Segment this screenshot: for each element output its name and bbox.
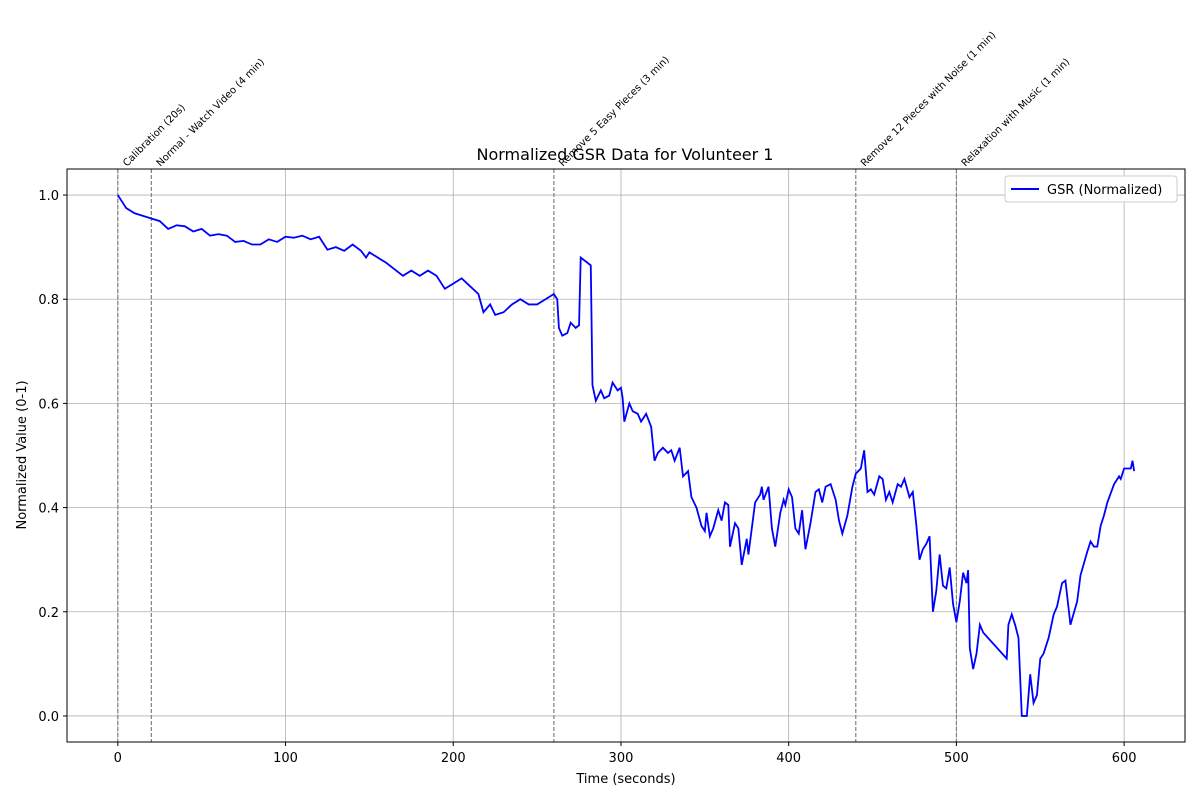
y-tick-label: 0.6 — [38, 397, 59, 412]
y-tick-label: 0.0 — [38, 710, 59, 725]
x-tick-label: 0 — [114, 751, 122, 766]
x-tick-label: 200 — [441, 751, 466, 766]
plot-frame — [66, 168, 1186, 743]
chart-title: Normalized GSR Data for Volunteer 1 — [477, 145, 774, 164]
x-tick-label: 600 — [1112, 751, 1137, 766]
y-axis-label: Normalized Value (0-1) — [15, 380, 30, 529]
legend: GSR (Normalized) — [1004, 175, 1178, 203]
y-tick-label: 0.4 — [38, 502, 59, 517]
x-axis-label: Time (seconds) — [575, 772, 675, 787]
y-tick-label: 0.2 — [38, 606, 59, 621]
y-tick-label: 0.8 — [38, 293, 59, 308]
x-tick-label: 100 — [273, 751, 298, 766]
x-tick-label: 300 — [609, 751, 634, 766]
data-line — [117, 194, 1136, 717]
legend-label: GSR (Normalized) — [1047, 183, 1162, 198]
legend-box — [1004, 175, 1178, 203]
x-tick-label: 500 — [944, 751, 969, 766]
y-tick-label: 1.0 — [38, 189, 59, 204]
x-tick-label: 400 — [776, 751, 801, 766]
